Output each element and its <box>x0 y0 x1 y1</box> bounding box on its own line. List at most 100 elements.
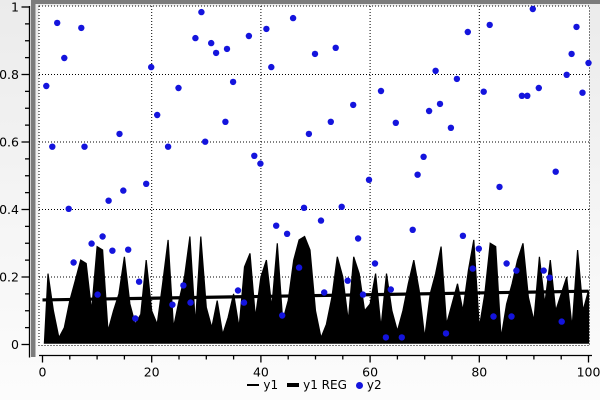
scatter-point <box>229 78 237 86</box>
scatter-point <box>273 222 280 229</box>
scatter-point <box>475 245 482 252</box>
scatter-point <box>202 138 209 145</box>
scatter-point <box>94 291 101 298</box>
scatter-point <box>279 312 286 319</box>
legend-label-y1: y1 <box>263 378 279 392</box>
scatter-point <box>490 313 497 320</box>
legend-item-y2: y2 <box>355 378 382 392</box>
scatter-point <box>105 197 112 204</box>
scatter-point <box>496 183 503 191</box>
scatter-point <box>359 291 367 298</box>
scatter-point <box>338 203 345 210</box>
scatter-point <box>283 230 291 237</box>
y-axis-tick-label: 0 <box>11 337 19 352</box>
scatter-point <box>371 260 379 267</box>
scatter-point <box>464 28 471 36</box>
scatter-point <box>469 265 476 272</box>
scatter-point <box>513 267 520 274</box>
scatter-point <box>447 124 455 131</box>
scatter-point <box>208 39 215 47</box>
scatter-point <box>222 118 229 126</box>
scatter-point <box>245 32 253 40</box>
scatter-point <box>350 101 357 109</box>
x-axis-tick-label: 60 <box>362 365 378 380</box>
scatter-point <box>414 171 421 178</box>
frame-top-bar <box>31 0 600 4</box>
scatter-point <box>518 92 526 100</box>
scatter-point <box>524 92 531 100</box>
scatter-point <box>212 49 220 57</box>
scatter-point <box>257 160 264 167</box>
scatter-point <box>535 84 542 92</box>
scatter-point <box>365 176 373 183</box>
scatter-point <box>459 232 467 239</box>
scatter-point <box>563 71 570 79</box>
scatter-point <box>321 289 328 296</box>
scatter-point <box>585 59 592 67</box>
scatter-point <box>169 301 176 308</box>
scatter-point <box>268 63 275 71</box>
thick-line-swatch-icon <box>287 383 300 387</box>
dot-swatch-icon <box>355 381 363 389</box>
scatter-point <box>65 205 72 212</box>
y-axis-tick-label: 0.6 <box>0 134 19 149</box>
x-axis-tick-label: 0 <box>39 365 47 380</box>
scatter-point <box>164 143 172 150</box>
scatter-point <box>409 226 416 233</box>
scatter-point <box>546 274 553 281</box>
scatter-point <box>425 107 433 115</box>
thin-line-swatch-icon <box>247 384 260 386</box>
scatter-point <box>187 299 194 306</box>
scatter-point <box>436 100 444 108</box>
scatter-point <box>508 313 515 320</box>
scatter-point <box>43 82 50 90</box>
scatter-point <box>116 130 123 138</box>
x-axis-tick-label: 100 <box>577 365 600 380</box>
scatter-point <box>125 246 132 253</box>
scatter-point <box>240 299 248 306</box>
scatter-point <box>392 119 399 127</box>
scatter-point <box>61 54 68 62</box>
series-y1-area <box>43 235 590 344</box>
scatter-point <box>88 240 95 247</box>
scatter-point <box>344 277 351 284</box>
scatter-point <box>70 259 77 266</box>
scatter-point <box>579 89 586 96</box>
scatter-point <box>198 8 205 16</box>
scatter-point <box>354 235 362 242</box>
scatter-point <box>382 334 390 341</box>
scatter-point <box>573 23 580 31</box>
scatter-point <box>81 143 88 150</box>
scatter-point <box>327 118 334 126</box>
scatter-point <box>54 19 61 27</box>
scatter-point <box>486 21 493 29</box>
plot-border <box>38 5 590 346</box>
y-axis-tick-label: 1 <box>11 0 19 14</box>
legend-item-y1-reg: y1 REG <box>287 378 347 392</box>
scatter-point <box>120 187 127 194</box>
scatter-point <box>442 330 450 337</box>
scatter-point <box>377 87 385 95</box>
scatter-point <box>143 180 150 187</box>
scatter-point <box>503 260 510 267</box>
scatter-point <box>480 88 487 95</box>
scatter-point <box>568 50 575 58</box>
x-axis-tick-label: 80 <box>471 365 487 380</box>
legend-label-y2: y2 <box>366 378 382 392</box>
series-y1-reg-line <box>42 289 589 302</box>
scatter-point <box>332 44 339 51</box>
scatter-point <box>558 318 565 325</box>
scatter-point <box>180 282 187 289</box>
scatter-point <box>234 287 242 294</box>
scatter-point <box>305 130 313 138</box>
scatter-point <box>148 63 155 71</box>
scatter-point <box>387 286 394 293</box>
scatter-point <box>263 25 270 33</box>
chart-legend: y1 y1 REG y2 <box>39 378 590 392</box>
scatter-point <box>453 75 461 83</box>
y-axis-tick-label: 0.2 <box>0 269 19 284</box>
scatter-point <box>295 264 303 271</box>
legend-item-y1: y1 <box>247 378 278 392</box>
